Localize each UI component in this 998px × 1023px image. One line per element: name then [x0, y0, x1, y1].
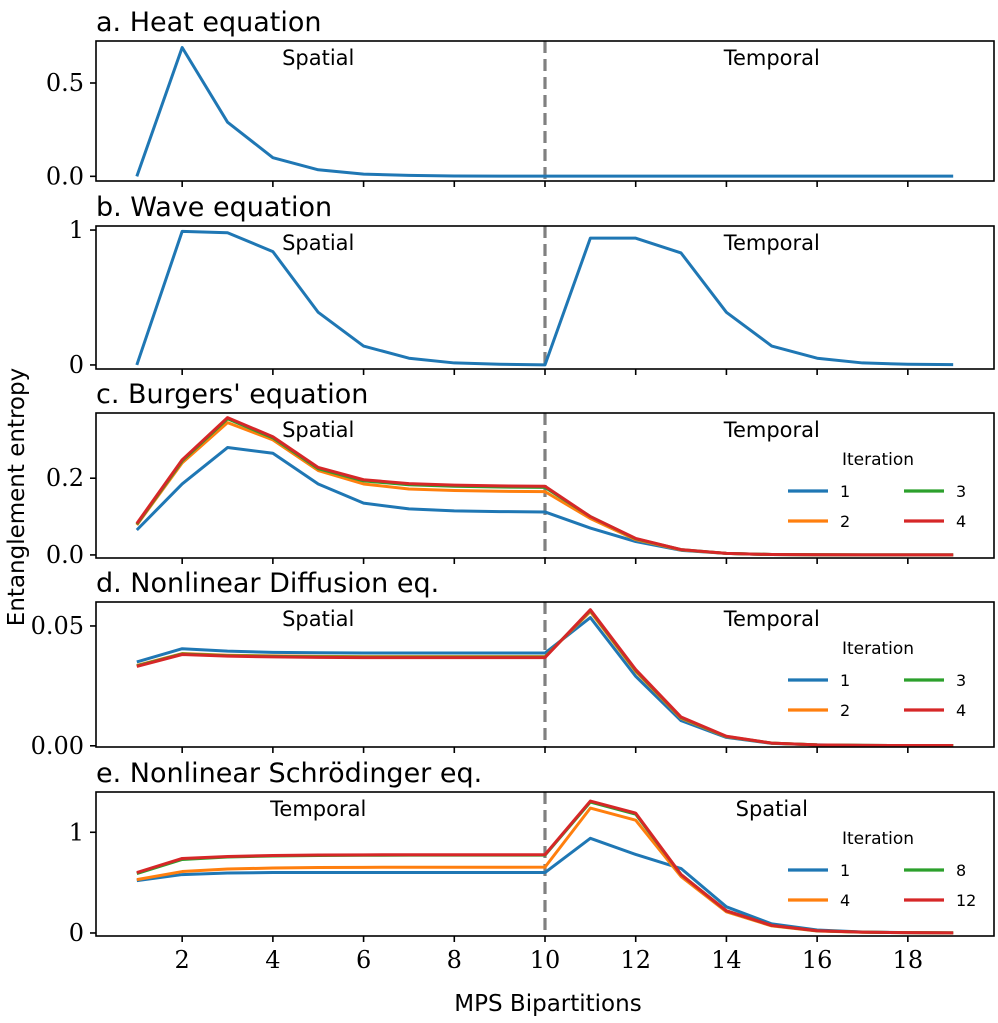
- legend-title: Iteration: [842, 450, 914, 470]
- y-tick-label: 1: [69, 216, 84, 244]
- legend-label: 2: [840, 512, 850, 531]
- region-label: Spatial: [736, 797, 808, 821]
- panel-d: d. Nonlinear Diffusion eq. 0.00 0.05 Spatia…: [31, 568, 995, 760]
- legend-label: 3: [956, 482, 966, 501]
- legend: Iteration 1 4 8 12: [788, 829, 976, 910]
- region-label: Spatial: [282, 231, 354, 255]
- panel-c-title: c. Burgers' equation: [96, 379, 368, 410]
- y-tick-label: 0.05: [31, 612, 84, 640]
- panel-b: b. Wave equation 0 1 Spatial Temporal: [69, 192, 995, 379]
- y-tick-label: 0: [69, 351, 84, 379]
- panel-b-title: b. Wave equation: [96, 192, 332, 223]
- series-line-4: [136, 608, 954, 748]
- series-line-1: [135, 446, 954, 557]
- legend-title: Iteration: [842, 639, 914, 659]
- legend-label: 3: [956, 671, 966, 690]
- panel-a-title: a. Heat equation: [96, 7, 321, 38]
- legend-label: 4: [956, 701, 966, 720]
- legend-label: 4: [840, 891, 850, 910]
- y-tick-label: 0.00: [31, 732, 84, 760]
- x-tick-label: 2: [175, 946, 190, 974]
- panel-frame: [95, 791, 995, 937]
- legend-label: 2: [840, 701, 850, 720]
- x-tick-label: 12: [620, 946, 651, 974]
- legend-title: Iteration: [842, 829, 914, 849]
- panel-frame: [95, 601, 995, 748]
- x-tick-label: 16: [802, 946, 833, 974]
- series-line-Wave: [135, 229, 954, 367]
- legend-label: 1: [840, 482, 850, 501]
- y-tick-label: 0: [69, 919, 84, 947]
- legend-label: 1: [840, 671, 850, 690]
- region-label: Spatial: [282, 607, 354, 631]
- panel-c: c. Burgers' equation 0.0 0.2 Spatial Tempora…: [46, 379, 995, 569]
- y-tick-label: 0.0: [46, 541, 84, 569]
- panel-frame: [95, 40, 995, 182]
- x-tick-label: 14: [711, 946, 742, 974]
- x-tick-label: 6: [356, 946, 371, 974]
- x-tick-label: 18: [893, 946, 924, 974]
- region-label: Temporal: [723, 418, 820, 442]
- y-tick-label: 0.0: [46, 162, 84, 190]
- y-tick-label: 1: [69, 818, 84, 846]
- panel-frame: [95, 225, 995, 370]
- legend-label: 12: [956, 891, 976, 910]
- legend: Iteration 1 2 3 4: [788, 639, 966, 720]
- series-line-Heat: [135, 46, 954, 178]
- series-line-4: [135, 416, 954, 557]
- x-axis-label: MPS Bipartitions: [454, 991, 641, 1017]
- panel-e-title: e. Nonlinear Schrödinger eq.: [96, 758, 482, 789]
- legend-label: 1: [840, 861, 850, 880]
- legend-label: 4: [956, 512, 966, 531]
- region-label: Spatial: [282, 46, 354, 70]
- region-label: Spatial: [282, 418, 354, 442]
- panel-d-title: d. Nonlinear Diffusion eq.: [96, 568, 439, 599]
- region-label: Temporal: [269, 797, 366, 821]
- region-label: Temporal: [723, 231, 820, 255]
- x-tick-label: 8: [447, 946, 462, 974]
- y-tick-label: 0.2: [46, 464, 84, 492]
- series-line-12: [136, 799, 954, 935]
- y-axis-label: Entanglement entropy: [4, 368, 30, 626]
- panel-a: a. Heat equation 0.0 0.5 Spatial Temporal: [46, 7, 995, 190]
- panel-frame: [95, 412, 995, 559]
- panel-e: e. Nonlinear Schrödinger eq.012 4 6 8 10 12 14…: [69, 758, 995, 974]
- region-label: Temporal: [723, 607, 820, 631]
- y-tick-label: 0.5: [46, 69, 84, 97]
- legend: Iteration 1 2 3 4: [788, 450, 966, 531]
- legend-label: 8: [956, 861, 966, 880]
- x-tick-label: 10: [530, 946, 561, 974]
- x-tick-label: 4: [265, 946, 280, 974]
- region-label: Temporal: [723, 46, 820, 70]
